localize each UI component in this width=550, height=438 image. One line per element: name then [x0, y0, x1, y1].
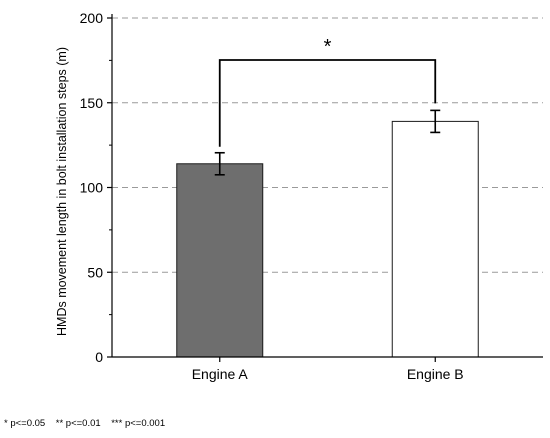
- y-tick-label: 150: [80, 95, 104, 111]
- x-tick-label: Engine B: [407, 366, 464, 382]
- bar: [176, 163, 264, 358]
- y-axis-label: HMDs movement length in bolt installatio…: [55, 47, 69, 336]
- significance-footnote: * p<=0.05 ** p<=0.01 *** p<=0.001: [4, 418, 166, 429]
- x-tick-label: Engine A: [192, 366, 249, 382]
- y-tick-label: 100: [80, 180, 104, 196]
- y-tick-label: 0: [95, 349, 103, 365]
- significance-bracket: [218, 59, 437, 147]
- bar: [391, 120, 479, 358]
- y-tick-label: 50: [87, 264, 103, 280]
- significance-label: *: [324, 36, 332, 58]
- y-tick-label: 200: [80, 10, 104, 26]
